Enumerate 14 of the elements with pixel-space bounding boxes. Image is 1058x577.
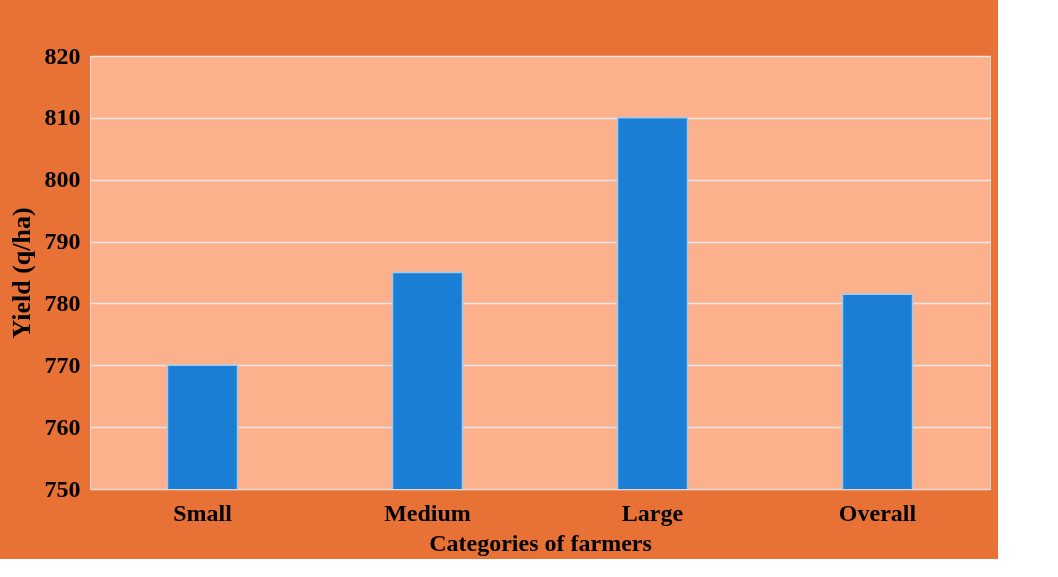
y-tick-label: 800 bbox=[44, 166, 81, 193]
x-tick-label: Large bbox=[621, 499, 684, 526]
x-axis-title: Categories of farmers bbox=[429, 529, 652, 556]
x-tick-label: Overall bbox=[838, 499, 917, 526]
y-tick-label: 780 bbox=[44, 289, 81, 316]
y-tick-label: 810 bbox=[44, 104, 81, 131]
x-tick-label: Small bbox=[173, 499, 233, 526]
y-tick-label: 820 bbox=[44, 42, 81, 69]
y-tick-label: 790 bbox=[44, 228, 81, 255]
y-tick-label: 750 bbox=[44, 475, 81, 502]
y-tick-label: 770 bbox=[44, 351, 81, 378]
y-axis-title: Yield (q/ha) bbox=[6, 207, 36, 339]
y-tick-label: 760 bbox=[44, 413, 81, 440]
x-tick-label: Medium bbox=[384, 499, 471, 526]
